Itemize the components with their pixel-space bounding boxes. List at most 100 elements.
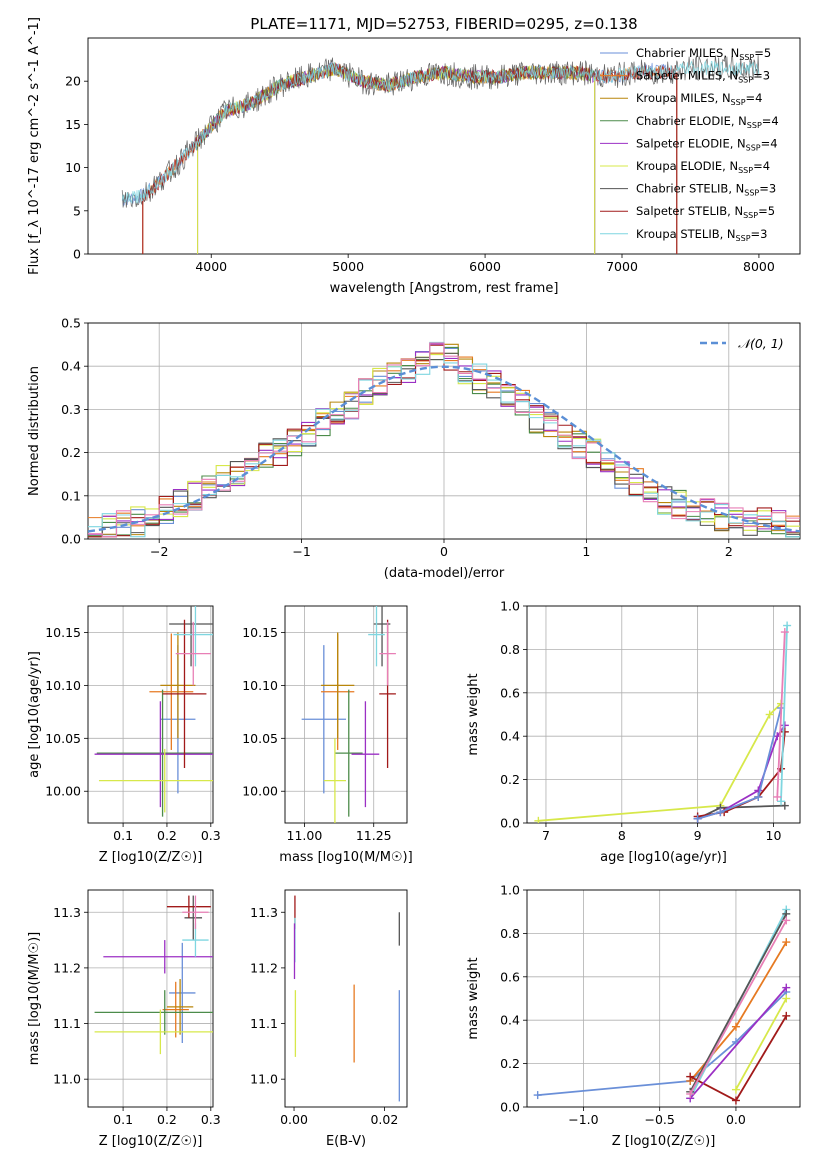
y-tick-label: 10.05 [242,731,278,746]
x-tick-label: 6000 [469,259,501,274]
plot-area [88,341,800,538]
panel-weight_vs_age: 7 8 9 10 0.0 0.2 0.4 0.6 0.8 1.0 age [log10(age/yr… [466,599,801,865]
x-tick-label: 9 [694,828,702,843]
y-tick-label: 0.1 [61,488,81,503]
y-tick-label: 10.10 [242,678,278,693]
axes-frame [87,37,801,255]
legend-label: Salpeter MILES, NSSP=3 [636,69,770,85]
x-tick-label: −2 [150,544,168,559]
y-tick-label: 11.2 [250,960,278,975]
x-axis-label: Z [log10(Z/Z☉)] [612,1134,716,1149]
x-tick-label: 0.00 [280,1112,308,1127]
x-axis-label: E(B-V) [326,1134,366,1149]
y-axis-label: Flux [f_λ 10^-17 erg cm^-2 s^-1 A^-1] [27,17,42,275]
y-tick-label: 11.2 [53,960,81,975]
plot-area [301,606,396,823]
legend-label: 𝒩(0, 1) [738,336,784,351]
x-tick-label: 0.2 [157,1112,177,1127]
weight-series-line [697,804,785,820]
y-tick-label: 0.3 [61,402,81,417]
weight-series-line [735,998,788,1091]
panel-weight_vs_Z: −1.0 −0.5 0.0 0.0 0.2 0.4 0.6 0.8 1.0 Z [log10(Z/… [466,883,801,1149]
y-axis-label: age [log10(age/yr)] [27,651,42,778]
x-axis-label: age [log10(age/yr)] [600,850,727,865]
y-tick-label: 0.0 [500,816,520,831]
legend-label: Kroupa MILES, NSSP=4 [636,91,762,107]
x-axis-label: Z [log10(Z/Z☉)] [99,850,203,865]
x-tick-label: 0.2 [157,828,177,843]
weight-series-line [689,987,787,1099]
weight-series-line [689,941,788,1082]
x-tick-label: 10 [766,828,782,843]
y-tick-label: 15 [65,117,81,132]
x-axis-label: Z [log10(Z/Z☉)] [99,1134,203,1149]
y-tick-label: 0.5 [61,316,81,331]
legend: Chabrier MILES, NSSP=5 Salpeter MILES, NS… [600,46,779,243]
y-tick-label: 11.3 [250,905,278,920]
x-tick-label: 0 [440,544,448,559]
x-axis-label: mass [log10(M/M☉)] [279,850,412,865]
histogram-step [88,342,800,538]
panel-mass_vs_Z: 0.1 0.2 0.3 11.0 11.1 11.2 11.3 Z [log10(Z/Z☉)]… [27,889,221,1149]
y-tick-label: 0.8 [500,926,520,941]
plot-area [94,895,213,1055]
y-axis-label: mass weight [466,957,481,1039]
panel-spectrum: 4000 5000 6000 7000 8000 0 5 10 15 20 wavelength [… [27,17,801,296]
y-tick-label: 10.00 [45,784,81,799]
x-tick-label: −1 [292,544,310,559]
legend-label: Kroupa ELODIE, NSSP=4 [636,159,770,175]
weight-series-line [780,625,788,802]
y-tick-label: 0.2 [500,772,520,787]
y-tick-label: 20 [65,74,81,89]
y-tick-label: 11.1 [250,1016,278,1031]
y-tick-label: 10.05 [45,731,81,746]
y-tick-label: 0.2 [61,445,81,460]
y-tick-label: 0.2 [500,1056,520,1071]
plot-area [293,895,400,1102]
x-tick-label: 7000 [606,259,638,274]
figure-title: PLATE=1171, MJD=52753, FIBERID=0295, z=0… [250,15,637,33]
x-tick-label: 8 [618,828,626,843]
y-tick-label: 10.10 [45,678,81,693]
y-tick-label: 0.6 [500,685,520,700]
panel-age_vs_Z: 0.1 0.2 0.3 10.00 10.05 10.10 10.15 Z [log10(Z/… [27,605,221,865]
weight-series-line [689,1015,788,1102]
plot-area [94,606,213,817]
y-tick-label: 11.3 [53,905,81,920]
x-tick-label: 11.25 [356,828,392,843]
y-tick-label: 11.0 [250,1072,278,1087]
legend-label: Salpeter ELODIE, NSSP=4 [636,136,778,152]
y-tick-label: 0.4 [500,729,520,744]
axes-frame [87,605,214,824]
y-tick-label: 10 [65,160,81,175]
y-tick-label: 10.00 [242,784,278,799]
x-tick-label: 0.0 [726,1112,746,1127]
y-tick-label: 0.6 [500,969,520,984]
spectrum-series-line [121,55,760,208]
x-axis-label: wavelength [Angstrom, rest frame] [330,281,559,296]
y-tick-label: 0.4 [500,1013,520,1028]
x-tick-label: 8000 [743,259,775,274]
x-tick-label: 4000 [195,259,227,274]
y-tick-label: 11.1 [53,1016,81,1031]
y-tick-label: 0.8 [500,642,520,657]
y-tick-label: 0.0 [500,1100,520,1115]
plot-area [533,905,791,1105]
weight-series-line [538,702,782,822]
weight-series-line [697,707,782,820]
x-axis-label: (data-model)/error [384,566,505,581]
spectrum-series-line [121,60,760,204]
normal-curve [88,365,800,533]
x-tick-label: 0.3 [201,828,221,843]
legend-label: Kroupa STELIB, NSSP=3 [636,227,767,243]
x-tick-label: −0.5 [645,1112,675,1127]
y-tick-label: 0.0 [61,532,81,547]
legend-label: Chabrier STELIB, NSSP=3 [636,182,776,198]
x-tick-label: 0.1 [113,1112,133,1127]
legend-label: Salpeter STELIB, NSSP=5 [636,204,775,220]
weight-series-line [689,913,788,1093]
x-tick-label: 5000 [332,259,364,274]
axes-frame [87,322,801,540]
y-tick-label: 0.4 [61,359,81,374]
x-tick-label: −1.0 [568,1112,598,1127]
